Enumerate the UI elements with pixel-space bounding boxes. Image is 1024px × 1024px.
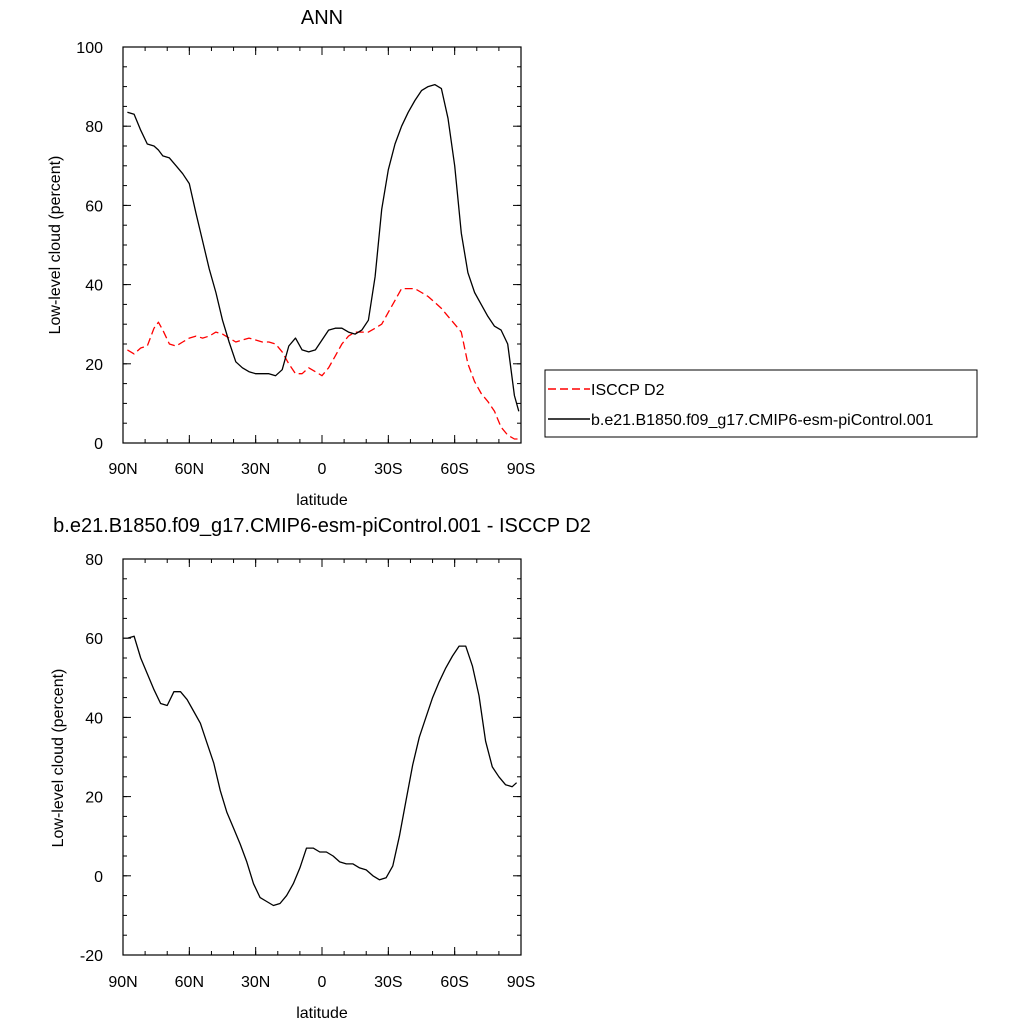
y-tick-label: 80 [85,552,103,569]
top-plot-area: 90N 60N 30N 0 30S 60S 90S 0 20 40 60 80 100 [76,40,535,478]
x-tick-label: 30S [374,974,402,991]
y-tick-label: 60 [85,631,103,648]
y-tick-label: 100 [76,40,103,57]
bottom-series-line-0 [127,635,518,907]
y-tick-label: 60 [85,198,103,215]
x-tick-label: 30N [241,974,270,991]
bottom-plot-frame [122,558,522,956]
x-tick-label: 60S [440,974,468,991]
bottom-x-axis-label: latitude [296,1005,348,1022]
top-series-line-1 [127,83,520,412]
top-series-line-0 [127,287,519,440]
x-tick-label: 60N [175,974,204,991]
y-tick-label: 0 [94,869,103,886]
x-tick-label: 90N [108,974,137,991]
x-tick-label: 30N [241,461,270,478]
x-tick-label: 60S [440,461,468,478]
x-tick-label: 90S [507,974,535,991]
x-tick-label: 90S [507,461,535,478]
y-tick-label: 0 [94,436,103,453]
y-tick-label: 40 [85,278,103,295]
x-tick-label: 30S [374,461,402,478]
legend-box [544,369,978,438]
y-tick-label: 20 [85,357,103,374]
top-panel: ANN 90N 60N 30N 0 30S 60S 90S 0 20 40 60 80 100 lati… [47,7,535,509]
y-tick-label: 40 [85,710,103,727]
y-tick-label: 20 [85,790,103,807]
top-y-axis-label: Low-level cloud (percent) [47,156,64,335]
x-tick-label: 0 [318,974,327,991]
bottom-y-axis-label: Low-level cloud (percent) [50,669,67,848]
legend: ISCCP D2 b.e21.B1850.f09_g17.CMIP6-esm-p… [544,369,978,438]
y-tick-label: 80 [85,119,103,136]
top-chart-title: ANN [301,7,343,29]
bottom-plot-area: 90N 60N 30N 0 30S 60S 90S -20 0 20 40 60 80 [80,552,535,991]
legend-label-isccp: ISCCP D2 [591,382,665,399]
top-plot-frame [122,46,522,444]
x-tick-label: 0 [318,461,327,478]
legend-label-model: b.e21.B1850.f09_g17.CMIP6-esm-piControl.… [591,412,934,429]
x-tick-label: 90N [108,461,137,478]
top-x-axis-label: latitude [296,492,348,509]
bottom-chart-title: b.e21.B1850.f09_g17.CMIP6-esm-piControl.… [53,515,591,537]
y-tick-label: -20 [80,948,103,965]
x-tick-label: 60N [175,461,204,478]
bottom-panel: b.e21.B1850.f09_g17.CMIP6-esm-piControl.… [50,515,591,1022]
